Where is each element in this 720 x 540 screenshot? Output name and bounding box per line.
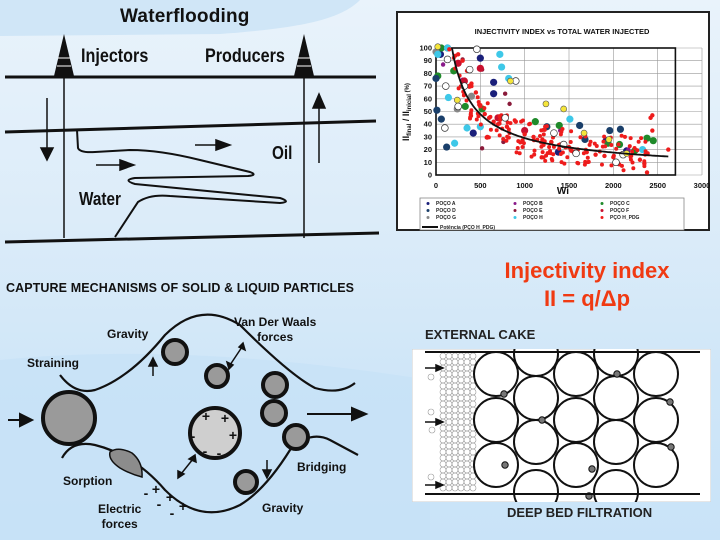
oil-label: Oil [272, 143, 293, 163]
svg-text:30: 30 [424, 132, 432, 141]
svg-text:0: 0 [434, 181, 438, 190]
trend-legend-label: Potência (PÇO H_PDG) [440, 225, 495, 231]
svg-text:POÇO A: POÇO A [436, 201, 456, 207]
svg-text:90: 90 [424, 56, 432, 65]
waterflooding-diagram [4, 34, 380, 244]
deep-bed-filtration-label: DEEP BED FILTRATION [507, 505, 653, 520]
svg-text:-: - [191, 428, 196, 444]
svg-text:POÇO H: POÇO H [523, 215, 543, 221]
svg-text:POÇO C: POÇO C [610, 201, 630, 207]
svg-text:500: 500 [474, 181, 487, 190]
capture-mechanisms-diagram: + + + - - - + + + - - - [8, 313, 369, 521]
svg-text:PÇO H_PDG: PÇO H_PDG [610, 215, 640, 221]
svg-text:+: + [166, 489, 174, 505]
svg-text:2000: 2000 [605, 181, 622, 190]
svg-text:3000: 3000 [694, 181, 710, 190]
svg-text:70: 70 [424, 82, 432, 91]
svg-text:0: 0 [428, 171, 432, 180]
water-label: Water [79, 189, 121, 209]
chart-legend [419, 197, 685, 231]
svg-text:40: 40 [424, 120, 432, 129]
chart-title: INJECTIVITY INDEX vs TOTAL WATER INJECTE… [475, 27, 650, 36]
waterflooding-title: Waterflooding [120, 6, 250, 27]
oil-derrick-icon [54, 34, 74, 238]
svg-text:+: + [221, 410, 229, 426]
injectivity-index-equation: II = q/Δp [543, 286, 631, 311]
svg-text:POÇO F: POÇO F [610, 208, 629, 214]
svg-text:POÇO B: POÇO B [523, 201, 543, 207]
electric-forces-line2: forces [101, 517, 138, 531]
oil-derrick-icon [294, 34, 314, 238]
injectors-label: Injectors [81, 46, 149, 67]
sorption-label: Sorption [63, 474, 113, 488]
svg-text:-: - [170, 505, 175, 521]
chart-y-label: IIfinal / IIinicial (%) [401, 83, 413, 141]
svg-text:POÇO D: POÇO D [436, 208, 456, 214]
svg-text:POÇO G: POÇO G [436, 215, 456, 221]
gravity-top-label: Gravity [107, 327, 149, 341]
straining-label: Straining [27, 356, 80, 370]
van-der-waals-label: Van Der Waals forces [234, 315, 316, 345]
svg-text:2500: 2500 [649, 181, 666, 190]
svg-text:+: + [229, 427, 237, 443]
chart-svg: INJECTIVITY INDEX vs TOTAL WATER INJECTE… [401, 27, 710, 231]
svg-text:-: - [144, 485, 149, 501]
svg-text:60: 60 [424, 94, 432, 103]
bridging-label: Bridging [297, 460, 347, 474]
svg-text:100: 100 [419, 44, 432, 53]
producers-label: Producers [205, 46, 285, 67]
svg-text:-: - [203, 443, 208, 459]
electric-forces-label: Electric forces [98, 502, 141, 532]
van-der-waals-line1: Van Der Waals [234, 315, 317, 329]
svg-text:10: 10 [424, 158, 432, 167]
svg-text:+: + [202, 408, 210, 424]
svg-text:1500: 1500 [561, 181, 578, 190]
svg-text:+: + [179, 498, 187, 514]
svg-text:80: 80 [424, 69, 432, 78]
gravity-bottom-label: Gravity [262, 501, 304, 515]
chart-x-label: Wi [557, 186, 569, 197]
svg-text:50: 50 [424, 107, 432, 116]
injectivity-index-title: Injectivity index [504, 258, 670, 283]
svg-text:POÇO E: POÇO E [523, 208, 543, 214]
electric-forces-line1: Electric [98, 502, 142, 516]
injectivity-index-formula: Injectivity index II = q/Δp [462, 257, 712, 313]
svg-text:1000: 1000 [516, 181, 533, 190]
capture-mechanisms-title: CAPTURE MECHANISMS OF SOLID & LIQUID PAR… [6, 281, 355, 295]
van-der-waals-line2: forces [257, 330, 294, 344]
external-cake-label: EXTERNAL CAKE [425, 327, 536, 342]
svg-text:-: - [217, 445, 222, 461]
svg-text:-: - [157, 496, 162, 512]
svg-text:+: + [152, 481, 160, 497]
svg-text:20: 20 [424, 145, 432, 154]
deep-bed-filtration-diagram [412, 349, 711, 502]
